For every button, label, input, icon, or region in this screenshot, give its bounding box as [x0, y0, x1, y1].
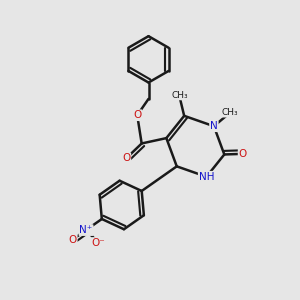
Text: NH: NH	[199, 172, 214, 182]
Text: O: O	[68, 235, 77, 244]
Text: O: O	[133, 110, 141, 120]
Text: O: O	[238, 149, 247, 159]
Text: CH₃: CH₃	[222, 108, 238, 117]
Text: O: O	[122, 153, 130, 163]
Text: N⁺: N⁺	[80, 225, 93, 235]
Text: O⁻: O⁻	[92, 238, 106, 248]
Text: CH₃: CH₃	[171, 91, 188, 100]
Text: N: N	[210, 121, 218, 131]
